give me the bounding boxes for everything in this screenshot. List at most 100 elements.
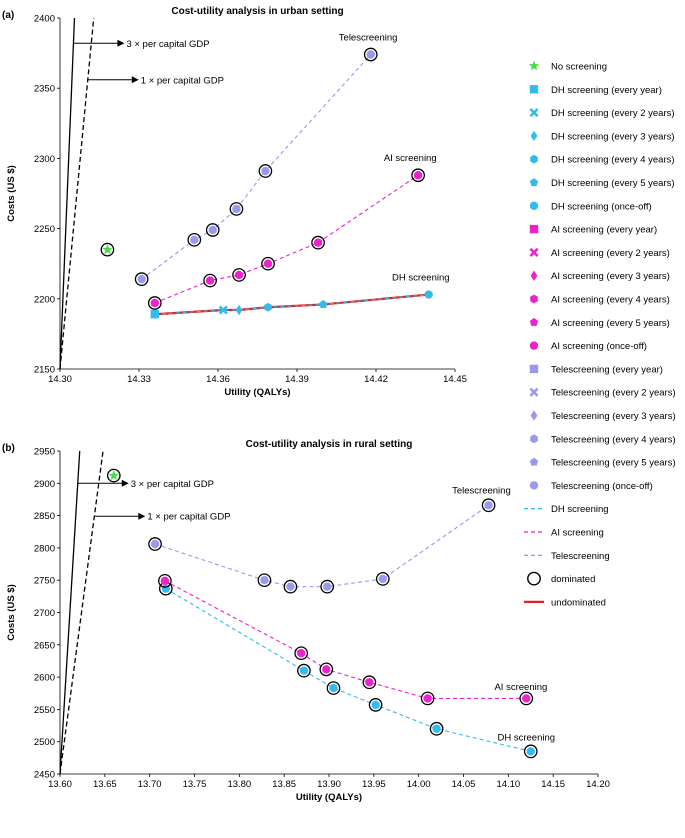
- legend-label: Telescreening: [551, 551, 610, 562]
- legend-swatch: [529, 247, 539, 257]
- data-point: [260, 576, 269, 585]
- y-tick-label: 2350: [34, 84, 55, 95]
- legend-swatch: [529, 178, 539, 187]
- x-tick-label: 14.20: [586, 779, 610, 790]
- panel-label: (b): [2, 443, 15, 454]
- series-annotation: DH screening: [497, 732, 555, 743]
- legend-item: Telescreening (every 2 years): [529, 387, 676, 399]
- dominated-ring: [232, 268, 246, 282]
- legend-label: AI screening (every 2 years): [551, 248, 670, 259]
- legend-swatch: [529, 108, 539, 118]
- dominated-ring: [106, 468, 121, 483]
- legend-swatch: [529, 201, 539, 210]
- data-point: [137, 274, 146, 284]
- legend-item: AI screening (once-off): [529, 341, 647, 352]
- data-point: [329, 683, 338, 693]
- legend-swatch-stroke: [529, 247, 539, 257]
- x-axis-label: Utility (QALYs): [296, 792, 362, 803]
- dominated-ring: [326, 681, 341, 695]
- legend-swatch: [529, 457, 539, 466]
- legend-label: No screening: [551, 62, 607, 73]
- series-line-telescreening: [141, 54, 372, 280]
- panel-b-rural: Cost-utility analysis in rural setting (b…: [2, 439, 610, 803]
- dominated-ring: [519, 691, 534, 706]
- dominated-ring: [100, 242, 115, 257]
- dominated-ring: [205, 223, 220, 237]
- series-line-dh-screening: [165, 588, 531, 752]
- legend-item: AI screening (every 2 years): [529, 247, 670, 259]
- dominated-ring: [258, 164, 273, 178]
- series-annotation: Telescreening: [452, 486, 511, 497]
- legend-label: DH screening (every 3 years): [551, 131, 675, 142]
- wtp-line-label: 1 × per capital GDP: [147, 512, 230, 523]
- y-tick-label: 2650: [34, 640, 55, 651]
- legend-label: AI screening: [551, 528, 604, 539]
- dominated-ring: [158, 573, 172, 588]
- wtp-line-1x: [59, 17, 95, 370]
- dominated-ring: [363, 47, 378, 62]
- data-point: [297, 648, 306, 658]
- data-point: [484, 501, 493, 510]
- data-point: [263, 259, 273, 268]
- x-tick-label: 13.60: [48, 779, 72, 790]
- legend-swatch: [529, 85, 539, 94]
- dominated-ring: [147, 296, 162, 310]
- legend-item: DH screening (every 5 years): [529, 178, 675, 189]
- legend-label: AI screening (every year): [551, 225, 657, 236]
- y-tick-label: 2750: [34, 576, 55, 587]
- data-point: [264, 302, 272, 312]
- y-tick-label: 2850: [34, 511, 55, 522]
- legend-label: AI screening (every 5 years): [551, 318, 670, 329]
- wtp-line-label: 3 × per capital GDP: [131, 479, 214, 490]
- data-point: [522, 694, 531, 703]
- y-tick-label: 2150: [34, 365, 55, 376]
- legend-swatch: [530, 154, 538, 164]
- dominated-ring: [319, 662, 334, 677]
- data-point: [234, 270, 244, 280]
- dominated-ring: [311, 235, 325, 250]
- x-tick-label: 13.95: [362, 779, 386, 790]
- dominated-ring: [261, 256, 275, 271]
- y-tick-label: 2300: [34, 154, 55, 165]
- legend-label: dominated: [551, 574, 595, 585]
- dominated-ring: [257, 573, 272, 588]
- dominated-ring: [420, 691, 435, 706]
- y-axis-label: Costs (US $): [6, 584, 17, 640]
- wtp-line-3x: [59, 450, 81, 775]
- data-point: [322, 665, 331, 674]
- x-tick-label: 14.10: [496, 779, 520, 790]
- legend-label: undominated: [551, 597, 606, 608]
- x-tick-label: 14.42: [364, 374, 388, 385]
- panel-a-urban: Cost-utility analysis in urban setting (a…: [2, 6, 467, 398]
- dominated-ring: [429, 721, 444, 736]
- wtp-arrow-head: [131, 76, 139, 84]
- series-line-ai-screening: [164, 580, 527, 699]
- dominated-ring: [283, 579, 298, 594]
- x-tick-label: 14.39: [285, 374, 309, 385]
- data-point: [235, 304, 243, 316]
- legend-label: Telescreening (every 5 years): [551, 458, 676, 469]
- legend-swatch: [529, 481, 539, 490]
- legend-swatch: [530, 130, 538, 142]
- legend-label: AI screening (every 3 years): [551, 271, 670, 282]
- legend-item: Telescreening (every 3 years): [530, 410, 676, 422]
- dominated-ring: [368, 698, 383, 712]
- x-tick-label: 14.45: [443, 374, 467, 385]
- series-line-ai-screening: [154, 174, 419, 304]
- legend-item: Telescreening (every 4 years): [530, 434, 676, 445]
- x-tick-label: 14.05: [452, 779, 476, 790]
- series-annotation: AI screening: [384, 153, 437, 164]
- x-tick-label: 13.90: [317, 779, 341, 790]
- legend-label: Telescreening (every 3 years): [551, 411, 676, 422]
- x-tick-label: 14.33: [127, 374, 151, 385]
- y-tick-label: 2200: [34, 294, 55, 305]
- x-tick-label: 13.85: [272, 779, 296, 790]
- y-tick-label: 2400: [34, 14, 55, 25]
- legend-swatch: [530, 294, 538, 304]
- legend-swatch: [530, 434, 538, 444]
- data-point: [319, 300, 328, 308]
- x-tick-label: 13.70: [138, 779, 162, 790]
- dominated-ring: [203, 273, 217, 288]
- y-axis-label: Costs (US $): [6, 165, 17, 221]
- data-point: [299, 666, 309, 675]
